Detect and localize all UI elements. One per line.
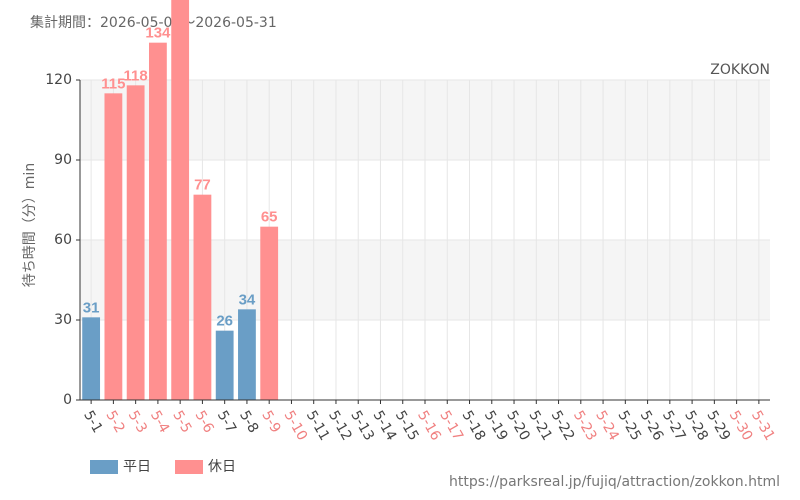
bar [215,330,234,400]
data-label: 31 [83,299,100,316]
bar [149,42,167,401]
bar [104,93,123,400]
legend-label: 休日 [208,459,236,475]
data-label: 115 [101,75,125,92]
bar [171,0,190,401]
bar [260,226,279,400]
attraction-name: ZOKKON [710,62,770,78]
x-tick-label: 5-5 [169,408,194,436]
y-axis-label: 待ち時間（分）min [22,163,38,287]
x-tick-label: 5-6 [191,408,216,436]
x-tick-label: 5-31 [748,408,778,444]
bar [193,194,212,400]
data-label: 65 [261,209,278,226]
x-tick-label: 5-9 [258,408,283,436]
data-label: 118 [124,67,148,84]
bar [126,85,145,400]
legend-label: 平日 [123,459,151,475]
y-tick-label: 30 [54,312,72,328]
data-label: 34 [239,291,256,308]
y-tick-label: 90 [54,152,72,168]
y-tick-label: 120 [45,72,72,88]
x-tick-label: 5-2 [102,408,127,436]
y-tick-label: 60 [54,232,72,248]
x-tick-label: 5-1 [80,408,105,436]
x-tick-label: 5-7 [214,408,239,436]
data-label: 134 [145,25,171,42]
bar [82,317,101,400]
x-tick-label: 5-8 [236,408,261,436]
legend-swatch [90,460,118,474]
data-label: 77 [194,177,211,194]
chart-title: 集計期間：2026-05-01〜2026-05-31 [30,14,277,31]
y-tick-label: 0 [63,392,72,408]
legend-swatch [175,460,203,474]
x-tick-label: 5-4 [147,408,172,436]
bar [238,309,256,400]
data-label: 26 [216,313,233,330]
x-tick-label: 5-3 [125,408,150,436]
source-url: https://parksreal.jp/fujiq/attraction/zo… [449,474,780,490]
